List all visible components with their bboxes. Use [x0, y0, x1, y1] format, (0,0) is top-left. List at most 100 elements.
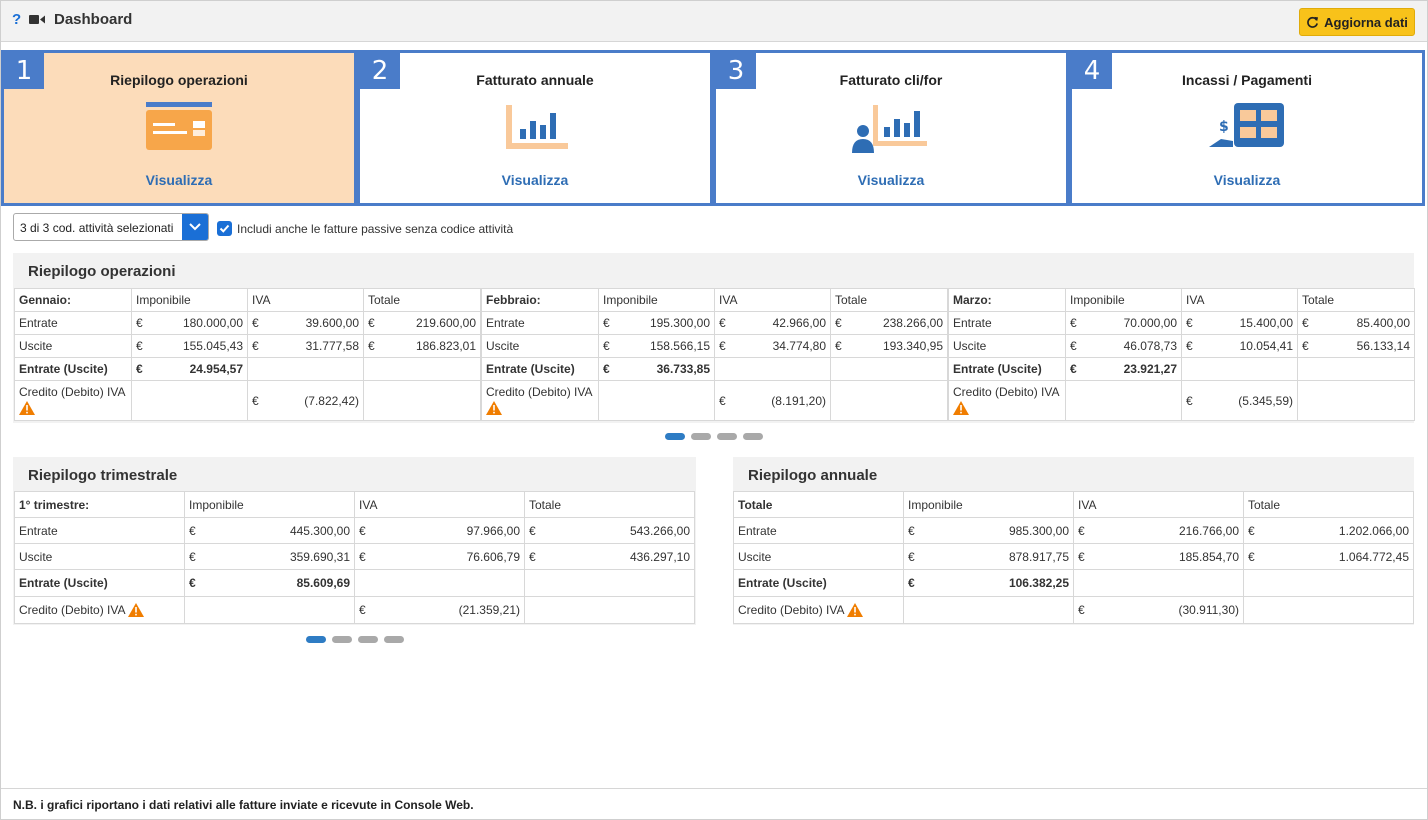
page-title: Dashboard: [54, 11, 133, 28]
pager-dot-1[interactable]: [665, 433, 685, 440]
cell-value: €193.340,95: [830, 334, 948, 358]
col-header: Imponibile: [131, 288, 248, 312]
col-header: IVA: [1181, 288, 1298, 312]
warning-icon[interactable]: [847, 603, 864, 618]
card-fatturato-cli-for[interactable]: 3 Fatturato cli/for Visualizza: [713, 50, 1069, 206]
col-header: IVA: [1073, 491, 1244, 518]
cell-value: € (21.359,21): [354, 596, 525, 624]
pager-dot-2[interactable]: [691, 433, 711, 440]
card-riepilogo-operazioni[interactable]: 1 Riepilogo operazioni Visualizza: [1, 50, 357, 206]
card-view-link[interactable]: Visualizza: [145, 172, 213, 188]
pager-dot-4[interactable]: [743, 433, 763, 440]
activity-code-select-value: 3 di 3 cod. attività selezionati: [20, 221, 174, 235]
card-incassi-pagamenti[interactable]: 4 Incassi / Pagamenti $ Visualizza: [1069, 50, 1425, 206]
card-number: 1: [4, 53, 44, 89]
quarterly-table: 1° trimestre: Imponibile IVA Totale Entr…: [14, 491, 695, 624]
row-label: Entrate (Uscite): [14, 357, 132, 381]
month-table-febbraio: Febbraio: Imponibile IVA Totale Entrate …: [481, 288, 948, 421]
cell-value: €34.774,80: [714, 334, 831, 358]
card-view-link[interactable]: Visualizza: [1213, 172, 1281, 188]
col-header: IVA: [714, 288, 831, 312]
row-label: Uscite: [14, 543, 185, 570]
dropdown-toggle[interactable]: [182, 214, 208, 240]
col-header: Totale: [363, 288, 481, 312]
pager-dot-2[interactable]: [332, 636, 352, 643]
col-header: Imponibile: [184, 491, 355, 518]
row-label: Entrate (Uscite): [14, 569, 185, 597]
month-name: Gennaio:: [14, 288, 132, 312]
cell-value: €15.400,00: [1181, 311, 1298, 335]
refresh-data-label: Aggiorna dati: [1324, 14, 1408, 30]
cell-value: €1.202.066,00: [1243, 517, 1414, 544]
cell-value: €70.000,00: [1065, 311, 1182, 335]
row-label: Uscite: [481, 334, 599, 358]
cell-value: €238.266,00: [830, 311, 948, 335]
month-table-gennaio: Gennaio: Imponibile IVA Totale Entrate €…: [14, 288, 481, 421]
help-icon[interactable]: ?: [12, 11, 22, 28]
cell-value: €56.133,14: [1297, 334, 1415, 358]
quarterly-pager: [306, 636, 404, 643]
include-passive-invoices-checkbox[interactable]: [217, 221, 232, 236]
activity-code-select[interactable]: 3 di 3 cod. attività selezionati: [13, 213, 209, 241]
pager-dot-4[interactable]: [384, 636, 404, 643]
col-header: Imponibile: [903, 491, 1074, 518]
period-name: Totale: [733, 491, 904, 518]
cell-value: €985.300,00: [903, 517, 1074, 544]
cell-value: €185.854,70: [1073, 543, 1244, 570]
cell-value: €85.609,69: [184, 569, 355, 597]
cell-value: €195.300,00: [598, 311, 715, 335]
month-name: Febbraio:: [481, 288, 599, 312]
card-view-link[interactable]: Visualizza: [857, 172, 925, 188]
operations-pager: [665, 433, 763, 440]
cell-value: €36.733,85: [598, 357, 715, 381]
warning-icon[interactable]: [953, 400, 969, 415]
col-header: Imponibile: [598, 288, 715, 312]
cell-value: €24.954,57: [131, 357, 248, 381]
card-title: Incassi / Pagamenti: [1182, 72, 1312, 88]
cell-value: €436.297,10: [524, 543, 695, 570]
row-label: Entrate: [733, 517, 904, 544]
cell-value: €186.823,01: [363, 334, 481, 358]
col-header: Totale: [524, 491, 695, 518]
pager-dot-1[interactable]: [306, 636, 326, 643]
cell-value: €46.078,73: [1065, 334, 1182, 358]
bar-chart-icon: [506, 105, 568, 149]
row-label: Credito (Debito) IVA: [948, 380, 1066, 421]
cell-value: €42.966,00: [714, 311, 831, 335]
cell-value: €76.606,79: [354, 543, 525, 570]
panel-title: Riepilogo annuale: [748, 467, 878, 484]
col-header: Totale: [1243, 491, 1414, 518]
row-label: Uscite: [948, 334, 1066, 358]
warning-icon[interactable]: [486, 400, 502, 415]
cell-value: €1.064.772,45: [1243, 543, 1414, 570]
card-title: Riepilogo operazioni: [110, 72, 248, 88]
card-number: 2: [360, 53, 400, 89]
annual-table: Totale Imponibile IVA Totale Entrate €98…: [733, 491, 1414, 624]
panel-title: Riepilogo operazioni: [28, 263, 176, 280]
video-camera-icon[interactable]: [29, 14, 45, 25]
footer: N.B. i grafici riportano i dati relativi…: [0, 788, 1428, 820]
card-fatturato-annuale[interactable]: 2 Fatturato annuale Visualizza: [357, 50, 713, 206]
warning-icon[interactable]: [128, 603, 145, 618]
refresh-data-button[interactable]: Aggiorna dati: [1299, 8, 1415, 36]
cell-value: €85.400,00: [1297, 311, 1415, 335]
row-label: Entrate: [14, 517, 185, 544]
cell-value: €543.266,00: [524, 517, 695, 544]
row-label: Entrate (Uscite): [948, 357, 1066, 381]
warning-icon[interactable]: [19, 400, 35, 415]
customer-chart-icon: [852, 105, 927, 153]
row-label: Entrate: [481, 311, 599, 335]
include-passive-invoices-label[interactable]: Includi anche le fatture passive senza c…: [237, 222, 514, 236]
top-bar: ? Dashboard Aggiorna dati: [0, 0, 1428, 42]
row-label: Entrate: [948, 311, 1066, 335]
col-header: IVA: [354, 491, 525, 518]
period-name: 1° trimestre:: [14, 491, 185, 518]
cell-value: €180.000,00: [131, 311, 248, 335]
row-label: Entrate (Uscite): [481, 357, 599, 381]
cell-value: €359.690,31: [184, 543, 355, 570]
row-label: Entrate: [14, 311, 132, 335]
pager-dot-3[interactable]: [358, 636, 378, 643]
cell-value: €23.921,27: [1065, 357, 1182, 381]
pager-dot-3[interactable]: [717, 433, 737, 440]
card-view-link[interactable]: Visualizza: [501, 172, 569, 188]
